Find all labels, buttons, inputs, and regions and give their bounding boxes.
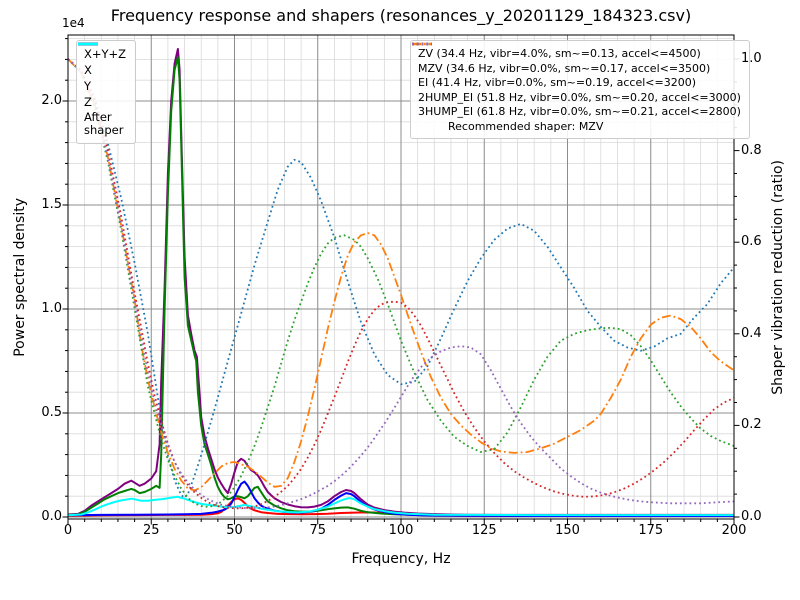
y-left-tick-label: 0.0	[41, 509, 62, 524]
legend-item-MZV: MZV (34.6 Hz, vibr=0.0%, sm~=0.17, accel…	[412, 42, 741, 75]
y-left-tick-label: 1.5	[41, 197, 62, 212]
x-axis-label: Frequency, Hz	[351, 551, 451, 567]
y-axis-offset-label: 1e4	[62, 16, 85, 30]
legend-label: X	[84, 63, 92, 77]
x-tick-label: 25	[142, 523, 160, 538]
series-X+Y+Z	[68, 48, 734, 516]
legend-swatch-MZV	[412, 42, 432, 46]
legend-label: X+Y+Z	[84, 47, 127, 61]
legend-item-EI: EI (41.4 Hz, vibr=0.0%, sm~=0.19, accel<…	[412, 42, 741, 90]
y-right-tick-label: 0.6	[741, 234, 762, 250]
y-left-tick-label: 1.0	[41, 301, 62, 316]
legend-label: 3HUMP_EI (61.8 Hz, vibr=0.0%, sm~=0.21, …	[418, 105, 741, 118]
y-right-tick-label: 0.4	[741, 325, 762, 341]
legend-swatch-After-shaper	[78, 42, 98, 46]
series-MZV	[68, 58, 734, 492]
x-tick-label: 175	[638, 523, 664, 538]
x-tick-label: 125	[471, 523, 497, 538]
legend-item-2HUMP_EI: 2HUMP_EI (51.8 Hz, vibr=0.0%, sm~=0.20, …	[412, 42, 741, 104]
legend-label: MZV (34.6 Hz, vibr=0.0%, sm~=0.17, accel…	[418, 61, 711, 75]
psd-curves	[68, 48, 734, 517]
x-tick-label: 0	[63, 523, 73, 538]
legend-label: Y	[84, 79, 92, 93]
legend-item-After-shaper: After shaper	[78, 42, 126, 137]
axis-ticks	[62, 38, 740, 525]
series-EI	[68, 58, 734, 508]
legend-psd: X+Y+Z X Y Z After shaper	[76, 40, 137, 144]
recommended-shaper-note: Recommended shaper: MZV	[448, 119, 604, 133]
x-tick-label: 100	[388, 523, 414, 538]
shaper-curves	[68, 58, 734, 510]
y-right-tick-label: 0.2	[741, 417, 762, 433]
x-tick-label: 75	[309, 523, 327, 538]
legend-label: ZV (34.4 Hz, vibr=4.0%, sm~=0.13, accel<…	[418, 47, 701, 60]
y-axis-label-right: Shaper vibration reduction (ratio)	[770, 159, 786, 395]
series-Y	[68, 56, 734, 517]
legend-item-3HUMP_EI: 3HUMP_EI (61.8 Hz, vibr=0.0%, sm~=0.21, …	[412, 42, 741, 119]
y-right-tick-label: 0.0	[741, 509, 762, 524]
legend-item-Z: Z	[78, 42, 126, 110]
legend-item-Y: Y	[78, 42, 126, 94]
y-right-tick-label: 1.0	[741, 51, 762, 66]
y-axis-label-left: Power spectral density	[12, 197, 28, 357]
x-tick-label: 150	[555, 523, 580, 538]
legend-item-X: X	[78, 42, 126, 78]
legend-shapers: ZV (34.4 Hz, vibr=4.0%, sm~=0.13, accel<…	[410, 40, 750, 139]
series-After-shaper	[68, 495, 734, 517]
x-tick-label: 200	[721, 523, 747, 538]
chart-title: Frequency response and shapers (resonanc…	[110, 6, 692, 25]
y-left-tick-label: 0.5	[41, 405, 62, 420]
legend-label: EI (41.4 Hz, vibr=0.0%, sm~=0.19, accel<…	[418, 76, 696, 89]
y-left-tick-label: 2.0	[41, 93, 62, 108]
legend-swatch-3HUMP_EI	[412, 42, 432, 46]
y-right-tick-label: 0.8	[741, 142, 762, 158]
legend-label: After shaper	[84, 110, 124, 137]
x-tick-label: 50	[226, 523, 243, 538]
y-axis-label-right-wrap: Shaper vibration reduction (ratio)	[770, 35, 786, 519]
legend-label: 2HUMP_EI (51.8 Hz, vibr=0.0%, sm~=0.20, …	[418, 90, 741, 104]
legend-item-ZV: ZV (34.4 Hz, vibr=4.0%, sm~=0.13, accel<…	[412, 42, 741, 61]
legend-item-X+Y+Z: X+Y+Z	[78, 42, 127, 62]
legend-label: Z	[84, 95, 92, 109]
